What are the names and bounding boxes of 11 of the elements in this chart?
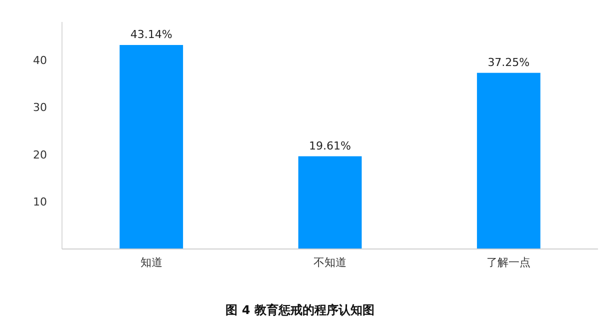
- y-tick-label: 30: [33, 101, 47, 114]
- data-label: 19.61%: [309, 139, 351, 152]
- text: 图 4 教育惩戒的程序认知图: [226, 303, 374, 317]
- data-label: 37.25%: [488, 56, 530, 69]
- data-label: 43.14%: [130, 28, 172, 41]
- y-tick-label: 40: [33, 54, 47, 67]
- y-tick-label: 20: [33, 148, 47, 162]
- y-tick-label: 10: [33, 196, 47, 209]
- x-tick-label: 知道: [140, 256, 162, 269]
- x-tick-label: 了解一点: [486, 256, 531, 269]
- x-tick-label: 不知道: [314, 256, 346, 269]
